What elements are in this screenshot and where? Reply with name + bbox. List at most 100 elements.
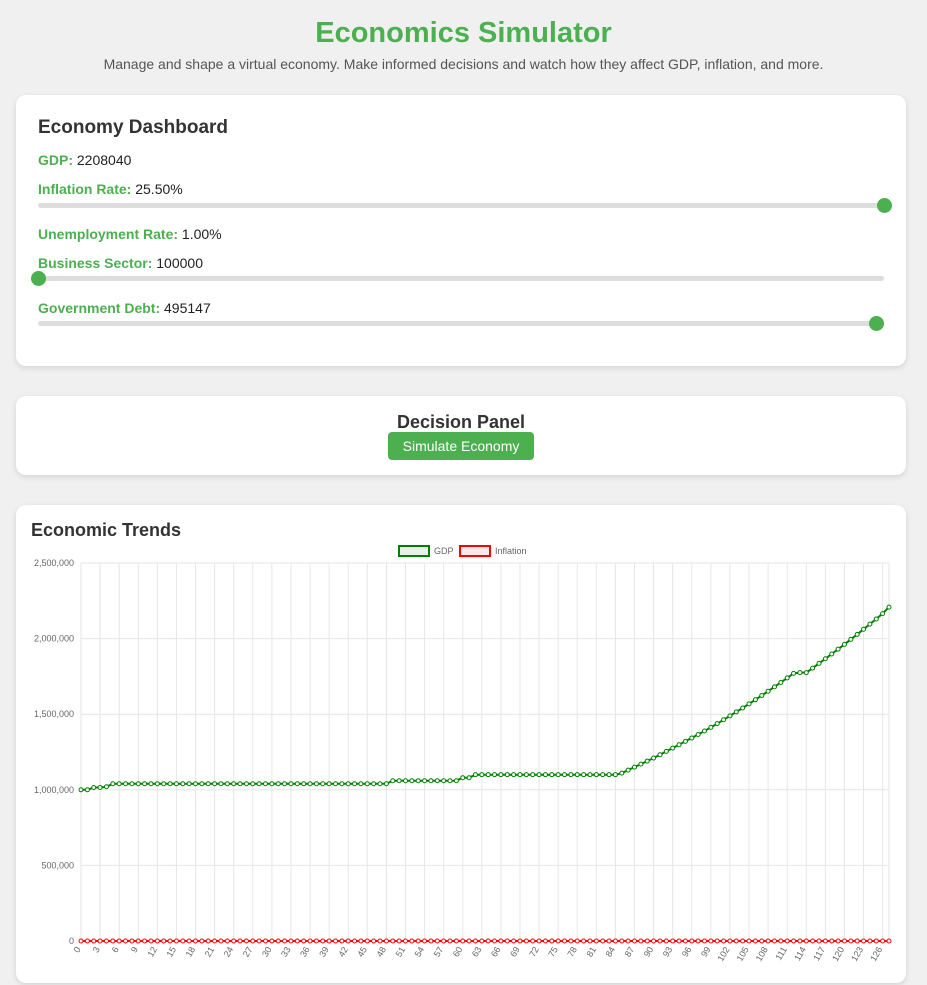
x-tick-label: 9 xyxy=(129,945,140,954)
legend-swatch xyxy=(398,545,430,557)
inflation-data-point xyxy=(243,938,249,944)
gdp-data-point xyxy=(848,636,854,642)
x-tick-label: 0 xyxy=(72,945,83,954)
inflation-slider-thumb[interactable] xyxy=(877,198,892,213)
gdp-data-point xyxy=(212,781,218,787)
gdp-data-point xyxy=(243,781,249,787)
inflation-data-point xyxy=(402,938,408,944)
inflation-data-point xyxy=(199,938,205,944)
page-title: Economics Simulator xyxy=(315,17,612,49)
inflation-data-point xyxy=(110,938,116,944)
x-tick-label: 120 xyxy=(830,945,846,963)
gdp-data-point xyxy=(803,670,809,676)
inflation-data-point xyxy=(689,938,695,944)
inflation-data-point xyxy=(313,938,319,944)
gdp-data-point xyxy=(612,772,618,778)
unemployment-stat: Unemployment Rate: 1.00% xyxy=(38,226,222,243)
gdp-data-point xyxy=(345,781,351,787)
y-tick-label: 2,000,000 xyxy=(34,634,74,644)
dashboard-title: Economy Dashboard xyxy=(38,117,229,138)
inflation-data-point xyxy=(142,938,148,944)
gdp-data-point xyxy=(784,675,790,681)
gdp-data-point xyxy=(810,665,816,671)
x-tick-label: 36 xyxy=(298,945,312,959)
debt-slider-thumb[interactable] xyxy=(868,316,884,331)
gdp-data-point xyxy=(218,781,224,787)
gdp-data-point xyxy=(460,775,466,781)
gdp-data-point xyxy=(568,772,574,778)
business-value: 100000 xyxy=(156,255,203,271)
gdp-data-point xyxy=(409,778,415,784)
x-tick-label: 114 xyxy=(792,945,808,962)
inflation-value: 25.50% xyxy=(135,181,183,197)
x-tick-label: 93 xyxy=(661,945,675,959)
gdp-data-point xyxy=(154,781,160,787)
gdp-data-point xyxy=(352,781,358,787)
inflation-data-point xyxy=(835,938,841,944)
simulate-economy-button[interactable]: Simulate Economy xyxy=(387,432,535,460)
inflation-data-point xyxy=(218,938,224,944)
y-tick-label: 0 xyxy=(69,936,74,946)
inflation-data-point xyxy=(670,938,676,944)
gdp-data-point xyxy=(332,781,338,787)
inflation-data-point xyxy=(332,938,338,944)
inflation-data-point xyxy=(765,938,771,944)
gdp-data-point xyxy=(873,616,879,622)
gdp-data-point xyxy=(377,781,383,787)
inflation-data-point xyxy=(619,938,625,944)
inflation-data-point xyxy=(154,938,160,944)
debt-slider[interactable] xyxy=(38,316,884,331)
inflation-data-point xyxy=(657,938,663,944)
business-slider[interactable] xyxy=(31,271,884,286)
inflation-data-point xyxy=(803,938,809,944)
gdp-data-point xyxy=(797,670,803,676)
inflation-data-point xyxy=(581,938,587,944)
inflation-data-point xyxy=(504,938,510,944)
inflation-data-point xyxy=(358,938,364,944)
inflation-data-point xyxy=(511,938,517,944)
inflation-data-point xyxy=(600,938,606,944)
y-tick-label: 1,000,000 xyxy=(34,785,74,795)
inflation-data-point xyxy=(555,938,561,944)
gdp-data-point xyxy=(822,656,828,662)
inflation-data-point xyxy=(791,938,797,944)
inflation-data-point xyxy=(345,938,351,944)
inflation-slider[interactable] xyxy=(38,198,892,213)
inflation-data-point xyxy=(84,938,90,944)
inflation-data-point xyxy=(651,938,657,944)
x-tick-label: 66 xyxy=(489,945,503,959)
inflation-data-point xyxy=(364,938,370,944)
gdp-data-point xyxy=(428,778,434,784)
gdp-data-point xyxy=(682,738,688,744)
inflation-data-point xyxy=(307,938,313,944)
gdp-data-point xyxy=(542,772,548,778)
inflation-data-point xyxy=(148,938,154,944)
inflation-data-point xyxy=(97,938,103,944)
inflation-data-point xyxy=(517,938,523,944)
x-tick-label: 63 xyxy=(470,945,484,959)
inflation-data-point xyxy=(784,938,790,944)
business-slider-thumb[interactable] xyxy=(31,271,46,286)
inflation-data-point xyxy=(453,938,459,944)
gdp-data-point xyxy=(339,781,345,787)
inflation-data-point xyxy=(180,938,186,944)
x-tick-label: 75 xyxy=(546,945,560,959)
legend-swatch xyxy=(459,545,491,557)
inflation-data-point xyxy=(523,938,529,944)
inflation-data-point xyxy=(123,938,129,944)
x-tick-label: 57 xyxy=(432,945,446,959)
gdp-data-point xyxy=(275,781,281,787)
gdp-data-point xyxy=(364,781,370,787)
gdp-data-point xyxy=(135,781,141,787)
gdp-data-point xyxy=(740,705,746,711)
inflation-data-point xyxy=(339,938,345,944)
x-tick-label: 126 xyxy=(868,945,884,963)
inflation-data-point xyxy=(301,938,307,944)
gdp-data-point xyxy=(78,787,84,793)
trends-title: Economic Trends xyxy=(31,520,182,540)
gdp-data-point xyxy=(148,781,154,787)
inflation-data-point xyxy=(409,938,415,944)
inflation-data-point xyxy=(822,938,828,944)
inflation-data-point xyxy=(612,938,618,944)
x-tick-label: 39 xyxy=(317,945,331,959)
